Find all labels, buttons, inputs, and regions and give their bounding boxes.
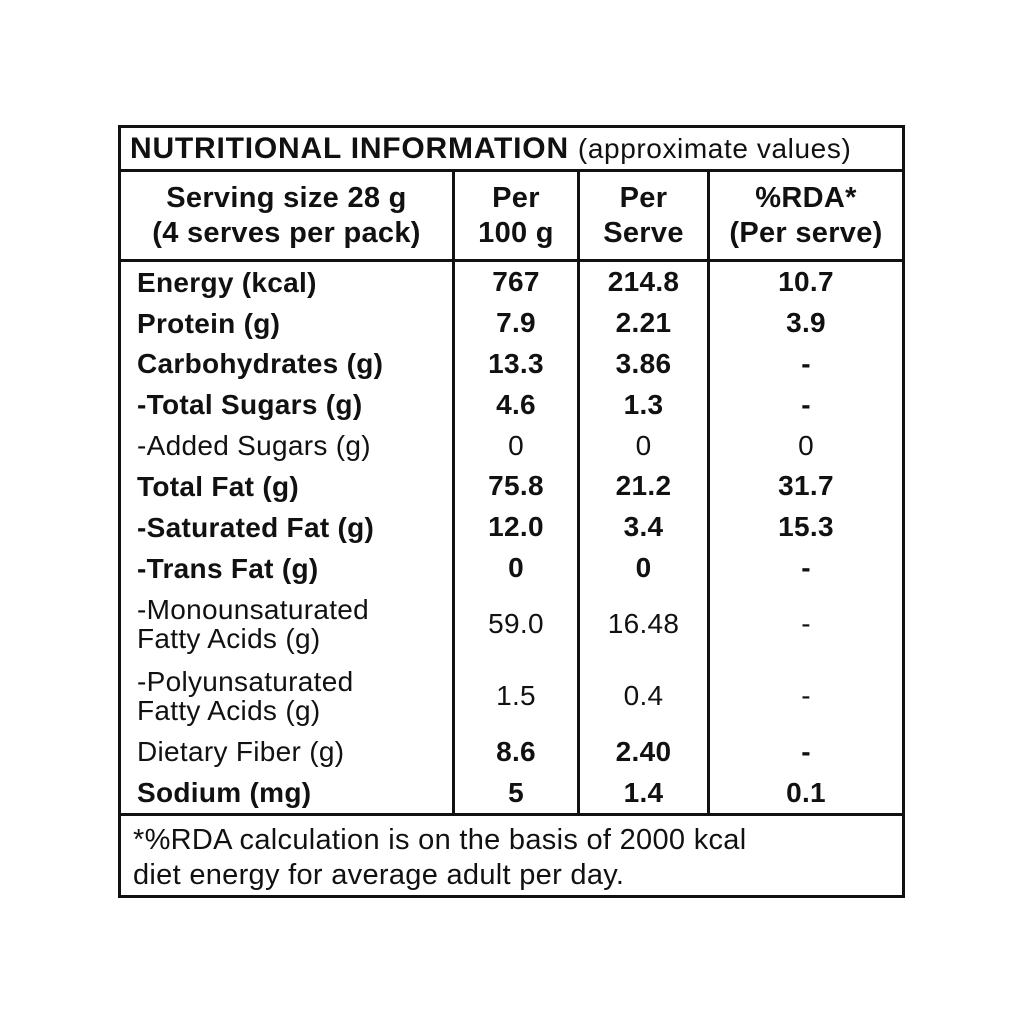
table-row: Protein (g) 7.9 2.21 3.9 <box>121 302 902 344</box>
header-serving-size: Serving size 28 g (4 serves per pack) <box>152 182 421 249</box>
row-label: -Trans Fat (g) <box>137 552 319 584</box>
row-label: -Total Sugars (g) <box>137 389 363 421</box>
table-title: NUTRITIONAL INFORMATION (approximate val… <box>121 128 902 172</box>
header-per-100g: Per 100 g <box>452 172 577 259</box>
value-per-100g: 59.0 <box>452 588 577 660</box>
value-per-100g: 0 <box>452 547 577 589</box>
value-per-serve: 21.2 <box>577 466 707 507</box>
row-label: -Saturated Fat (g) <box>137 511 375 543</box>
title-sub: (approximate values) <box>577 132 852 164</box>
table-row: -Total Sugars (g) 4.6 1.3 - <box>121 384 902 426</box>
row-label: -Polyunsaturated Fatty Acids (g) <box>137 665 354 726</box>
value-per-100g: 13.3 <box>452 343 577 385</box>
value-per-100g: 767 <box>452 262 577 303</box>
value-per-100g: 4.6 <box>452 384 577 426</box>
row-label: Protein (g) <box>137 307 281 339</box>
header-per-serve: Per Serve <box>577 172 707 259</box>
value-per-100g: 75.8 <box>452 466 577 507</box>
row-label: Energy (kcal) <box>137 266 317 298</box>
value-per-serve: 1.3 <box>577 384 707 426</box>
value-rda: - <box>707 731 902 773</box>
value-per-100g: 7.9 <box>452 302 577 344</box>
value-per-serve: 214.8 <box>577 262 707 303</box>
value-per-serve: 16.48 <box>577 588 707 660</box>
value-per-100g: 1.5 <box>452 659 577 732</box>
table-row: Sodium (mg) 5 1.4 0.1 <box>121 772 902 813</box>
table-row: -Added Sugars (g) 0 0 0 <box>121 425 902 467</box>
value-rda: - <box>707 384 902 426</box>
row-label: Total Fat (g) <box>137 470 300 502</box>
table-row: -Saturated Fat (g) 12.0 3.4 15.3 <box>121 506 902 548</box>
value-per-100g: 8.6 <box>452 731 577 773</box>
value-per-serve: 1.4 <box>577 772 707 813</box>
value-rda: - <box>707 588 902 660</box>
value-per-serve: 0.4 <box>577 659 707 732</box>
table-row: -Monounsaturated Fatty Acids (g) 59.0 16… <box>121 588 902 660</box>
table-header: Serving size 28 g (4 serves per pack) Pe… <box>121 172 902 262</box>
value-per-serve: 3.4 <box>577 506 707 548</box>
value-per-serve: 3.86 <box>577 343 707 385</box>
table-row: -Trans Fat (g) 0 0 - <box>121 547 902 589</box>
table-row: Energy (kcal) 767 214.8 10.7 <box>121 262 902 303</box>
table-body: Energy (kcal) 767 214.8 10.7 Protein (g)… <box>121 262 902 813</box>
value-rda: 15.3 <box>707 506 902 548</box>
header-rda-per-serve: %RDA* (Per serve) <box>707 172 902 259</box>
table-row: Total Fat (g) 75.8 21.2 31.7 <box>121 466 902 507</box>
row-label: -Monounsaturated Fatty Acids (g) <box>137 594 370 655</box>
value-per-serve: 2.21 <box>577 302 707 344</box>
value-per-serve: 0 <box>577 547 707 589</box>
nutrition-table: NUTRITIONAL INFORMATION (approximate val… <box>118 125 905 898</box>
value-rda: 31.7 <box>707 466 902 507</box>
value-rda: 10.7 <box>707 262 902 303</box>
table-row: Carbohydrates (g) 13.3 3.86 - <box>121 343 902 385</box>
title-main: NUTRITIONAL INFORMATION <box>130 131 569 165</box>
value-per-100g: 5 <box>452 772 577 813</box>
row-label: Dietary Fiber (g) <box>137 736 345 768</box>
value-rda: 0.1 <box>707 772 902 813</box>
value-per-serve: 2.40 <box>577 731 707 773</box>
value-per-100g: 0 <box>452 425 577 467</box>
value-rda: 3.9 <box>707 302 902 344</box>
table-row: Dietary Fiber (g) 8.6 2.40 - <box>121 731 902 773</box>
value-rda: - <box>707 547 902 589</box>
row-label: -Added Sugars (g) <box>137 430 371 462</box>
table-row: -Polyunsaturated Fatty Acids (g) 1.5 0.4… <box>121 659 902 732</box>
value-per-100g: 12.0 <box>452 506 577 548</box>
row-label: Carbohydrates (g) <box>137 348 384 380</box>
value-rda: 0 <box>707 425 902 467</box>
value-per-serve: 0 <box>577 425 707 467</box>
value-rda: - <box>707 343 902 385</box>
row-label: Sodium (mg) <box>137 777 312 808</box>
value-rda: - <box>707 659 902 732</box>
rda-footnote: *%RDA calculation is on the basis of 200… <box>121 813 902 895</box>
